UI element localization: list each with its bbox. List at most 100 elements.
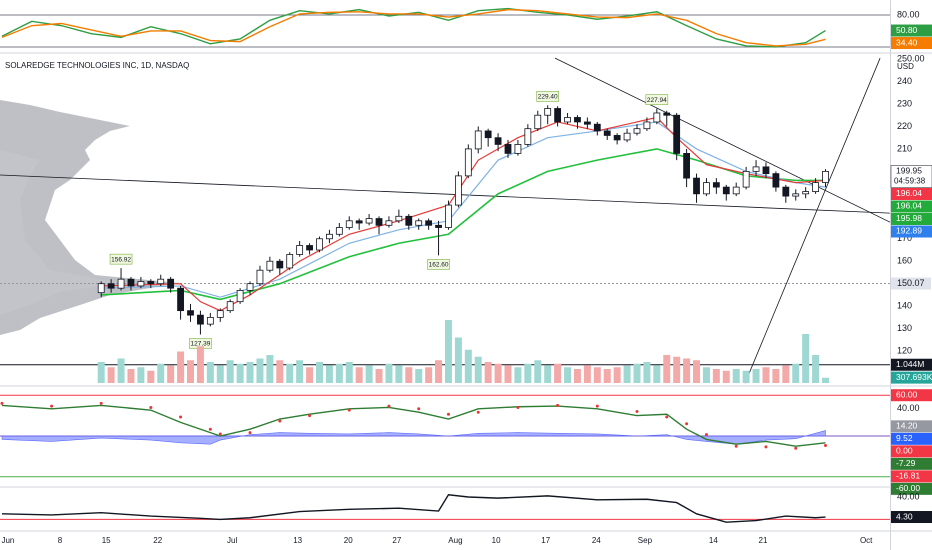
candle-body [345, 220, 353, 228]
indicator-dot [387, 404, 391, 408]
price-tag: 195.98 [896, 213, 922, 223]
volume-bar [554, 363, 562, 383]
y-tick-label: 120 [897, 345, 912, 355]
candle-body [137, 281, 145, 287]
volume-bar [107, 367, 115, 383]
x-tick-label: Oct [860, 536, 873, 545]
volume-bar [663, 355, 671, 383]
volume-bar [464, 349, 472, 383]
candle-body [583, 121, 591, 125]
volume-bar [613, 367, 621, 383]
volume-bar [544, 365, 552, 383]
candle-body [216, 310, 224, 318]
volume-bar [822, 377, 830, 383]
volume-bar [484, 362, 492, 383]
volume-bar [802, 334, 810, 383]
moving-average [101, 116, 826, 312]
candle-body [256, 269, 264, 285]
candle-body [484, 130, 492, 139]
x-tick-label: 10 [492, 536, 501, 545]
candle-body [703, 182, 710, 195]
candle-body [693, 177, 700, 195]
candle-body [534, 114, 542, 130]
volume-bar [474, 356, 482, 383]
y-tick-label: 230 [897, 98, 912, 108]
candle-body [732, 186, 740, 195]
volume-bar [226, 360, 234, 383]
indicator-line [1, 7, 826, 48]
indicator-dot [208, 427, 212, 431]
volume-bar [306, 367, 314, 383]
indicator-dot [446, 412, 450, 416]
candle-body [326, 233, 333, 240]
volume-bar [722, 370, 730, 383]
price-tag-bg [891, 371, 932, 384]
volume-bar [752, 369, 760, 383]
currency-unit: USD [897, 62, 914, 71]
indicator-dot [824, 444, 828, 448]
moving-average [101, 148, 826, 301]
candle-body [474, 130, 482, 150]
volume-bar [296, 360, 304, 383]
volume-bar [325, 365, 333, 383]
volume-bar [812, 355, 820, 383]
candle-body [425, 220, 433, 226]
price-tag: 1.044M [896, 359, 924, 369]
price-tag: 60.00 [896, 389, 918, 399]
volume-bar [444, 320, 452, 383]
y-tick-label: 250.00 [897, 53, 925, 63]
indicator-line [1, 494, 826, 523]
candle-body [683, 153, 690, 179]
y-tick-label: 130 [897, 323, 912, 333]
price-tag: 199.95 [896, 166, 922, 176]
candle-body [752, 166, 760, 172]
volume-bar [276, 360, 284, 383]
price-tag: 50.80 [896, 25, 918, 35]
trend-line [744, 58, 881, 384]
volume-bar [583, 365, 591, 383]
volume-bar [415, 369, 423, 383]
price-annotation: 156.92 [111, 256, 131, 263]
candle-body [722, 186, 730, 195]
candle-body [375, 218, 383, 226]
x-tick-label: 13 [293, 536, 302, 545]
volume-bar [454, 337, 462, 383]
volume-bar [395, 365, 403, 383]
candle-body [554, 108, 562, 123]
volume-bar [216, 365, 224, 383]
volume-bar [167, 365, 175, 383]
candle-body [236, 290, 244, 303]
y-tick-label: 140 [897, 301, 912, 311]
moving-average [101, 121, 826, 298]
indicator-dot [704, 433, 708, 437]
volume-profile-inner [0, 150, 120, 315]
candle-body [653, 112, 661, 123]
candle-body [613, 135, 621, 141]
indicator-dot [476, 410, 480, 414]
price-tag-bg [891, 358, 932, 371]
volume-bar [97, 362, 105, 383]
price-tag-bg [891, 432, 932, 445]
price-tag-bg [891, 457, 932, 470]
volume-bar [286, 363, 294, 383]
price-tag-bg [891, 225, 932, 238]
candle-body [564, 117, 571, 123]
y-tick-label: 40.00 [897, 403, 920, 413]
volume-bar [117, 358, 125, 383]
candle-body [107, 283, 115, 289]
level-tag: 150.07 [897, 278, 925, 288]
candle-body [206, 316, 214, 325]
volume-bar [732, 369, 740, 383]
indicator-dot [417, 407, 421, 411]
price-tag: 192.89 [896, 226, 922, 236]
volume-bar [742, 370, 750, 383]
volume-bar [206, 362, 214, 383]
indicator-dot [516, 405, 520, 409]
volume-bar [693, 360, 701, 383]
candle-body [603, 130, 611, 136]
candle-body [663, 112, 671, 116]
candle-body [286, 254, 294, 269]
volume-bar [534, 360, 542, 383]
volume-bar [762, 367, 770, 383]
volume-bar [494, 363, 502, 383]
